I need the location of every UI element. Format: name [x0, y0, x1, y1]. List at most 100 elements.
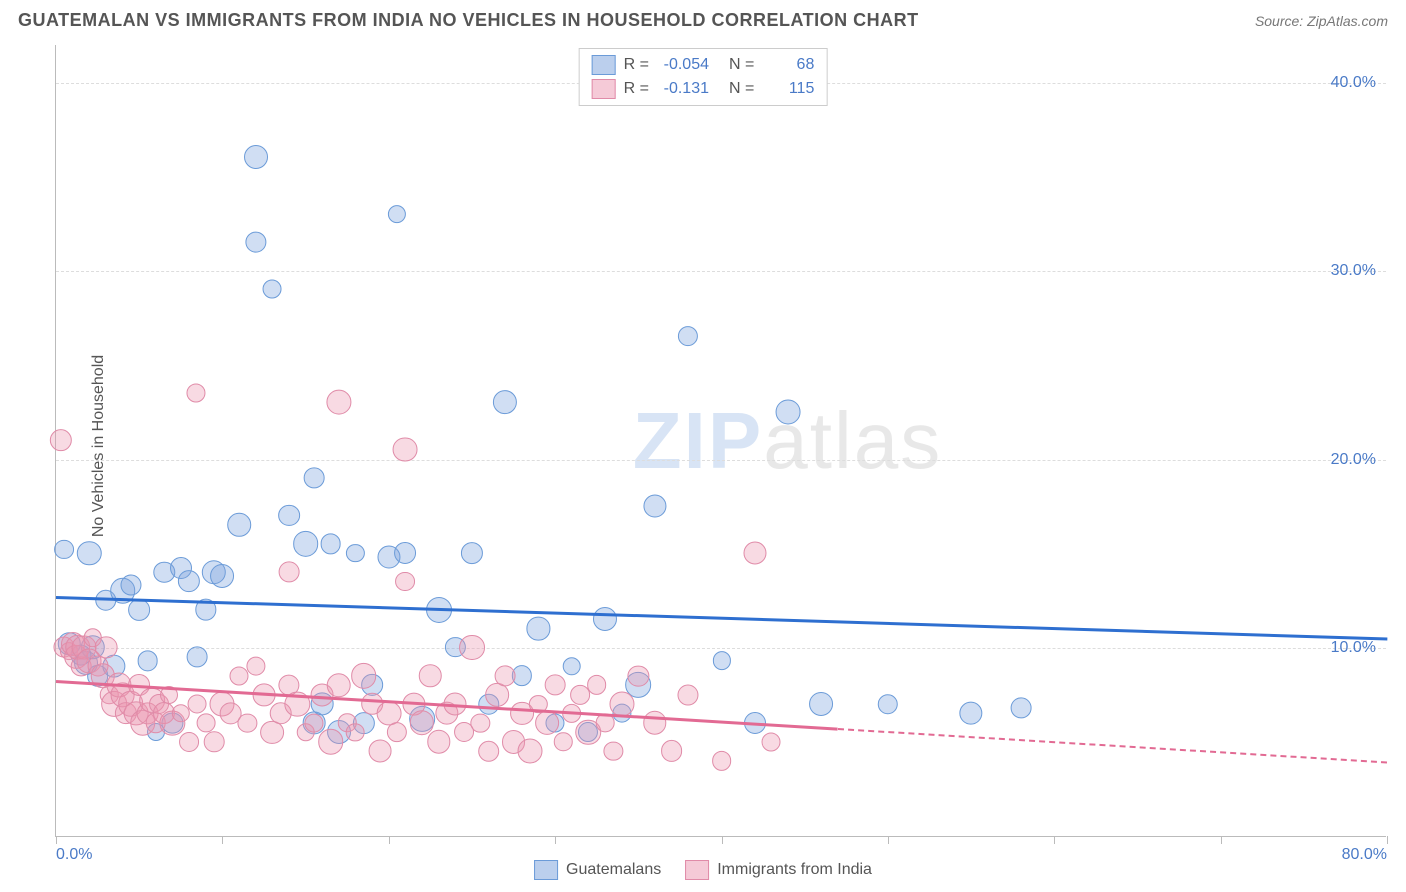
data-point [327, 673, 352, 698]
y-tick-label: 20.0% [1331, 451, 1376, 469]
data-point [678, 326, 698, 346]
n-value: 115 [766, 80, 814, 98]
gridline [56, 648, 1386, 649]
data-point [293, 531, 319, 557]
data-point [527, 617, 550, 640]
x-tick-label: 80.0% [1342, 846, 1387, 864]
data-point [712, 751, 732, 771]
x-tick [1054, 836, 1055, 844]
data-point [186, 383, 205, 402]
x-tick-label: 0.0% [56, 846, 92, 864]
data-point [471, 713, 490, 732]
n-label: N = [729, 80, 754, 98]
data-point [246, 657, 265, 676]
source-label: Source: ZipAtlas.com [1255, 13, 1388, 29]
gridline [56, 271, 1386, 272]
y-tick-label: 10.0% [1331, 639, 1376, 657]
legend-label: Immigrants from India [717, 861, 872, 879]
x-tick [1221, 836, 1222, 844]
legend-item: Guatemalans [534, 860, 661, 880]
x-tick [555, 836, 556, 844]
y-tick-label: 40.0% [1331, 74, 1376, 92]
data-point [244, 145, 268, 169]
data-point [128, 599, 150, 621]
data-point [959, 702, 982, 725]
data-point [210, 564, 234, 588]
data-point [643, 494, 666, 517]
data-point [419, 664, 441, 686]
data-point [238, 713, 257, 732]
legend-label: Guatemalans [566, 861, 661, 879]
legend-swatch [592, 55, 616, 75]
data-point [493, 390, 517, 414]
gridline [56, 460, 1386, 461]
data-point [279, 562, 300, 583]
data-point [245, 231, 266, 252]
data-point [776, 399, 801, 424]
data-point [712, 652, 730, 670]
data-point [518, 739, 543, 764]
data-point [878, 694, 898, 714]
x-tick [56, 836, 57, 844]
data-point [320, 533, 341, 554]
legend-swatch [685, 860, 709, 880]
correlation-legend: R =-0.054N =68R =-0.131N =115 [579, 48, 828, 106]
data-point [326, 390, 351, 415]
x-tick [722, 836, 723, 844]
data-point [278, 505, 300, 527]
data-point [661, 740, 683, 762]
trend-line [838, 728, 1387, 763]
n-label: N = [729, 56, 754, 74]
data-point [495, 665, 516, 686]
x-tick [389, 836, 390, 844]
data-point [137, 650, 158, 671]
data-point [318, 729, 344, 755]
r-value: -0.131 [661, 80, 709, 98]
data-point [643, 711, 666, 734]
data-point [427, 730, 450, 753]
data-point [187, 646, 208, 667]
data-point [188, 695, 207, 714]
data-point [535, 711, 559, 735]
data-point [587, 675, 607, 695]
data-point [304, 467, 325, 488]
data-point [678, 684, 699, 705]
data-point [227, 513, 251, 537]
legend-swatch [592, 79, 616, 99]
data-point [172, 704, 190, 722]
x-tick [222, 836, 223, 844]
data-point [387, 722, 407, 742]
data-point [204, 731, 225, 752]
data-point [393, 437, 418, 462]
data-point [1011, 697, 1032, 718]
data-point [346, 723, 365, 742]
scatter-chart: ZIPatlas 10.0%20.0%30.0%40.0%0.0%80.0% [55, 45, 1386, 837]
data-point [604, 742, 623, 761]
r-label: R = [624, 80, 649, 98]
legend-row: R = -0.131 N = 115 [592, 77, 815, 101]
data-point [263, 280, 282, 299]
chart-title: GUATEMALAN VS IMMIGRANTS FROM INDIA NO V… [18, 10, 919, 31]
y-tick-label: 30.0% [1331, 262, 1376, 280]
series-legend: Guatemalans Immigrants from India [534, 860, 872, 880]
data-point [95, 636, 118, 659]
data-point [743, 542, 766, 565]
data-point [178, 570, 200, 592]
legend-swatch [534, 860, 558, 880]
data-point [346, 544, 364, 562]
data-point [388, 205, 406, 223]
legend-row: R =-0.054N =68 [592, 53, 815, 77]
data-point [50, 429, 72, 451]
data-point [809, 692, 833, 716]
data-point [77, 541, 101, 565]
data-point [369, 740, 392, 763]
legend-item: Immigrants from India [685, 860, 872, 880]
data-point [54, 539, 74, 559]
data-point [351, 663, 377, 689]
n-value: 68 [766, 56, 814, 74]
r-label: R = [624, 56, 649, 74]
data-point [762, 732, 781, 751]
data-point [179, 732, 199, 752]
data-point [459, 634, 485, 660]
data-point [545, 675, 566, 696]
